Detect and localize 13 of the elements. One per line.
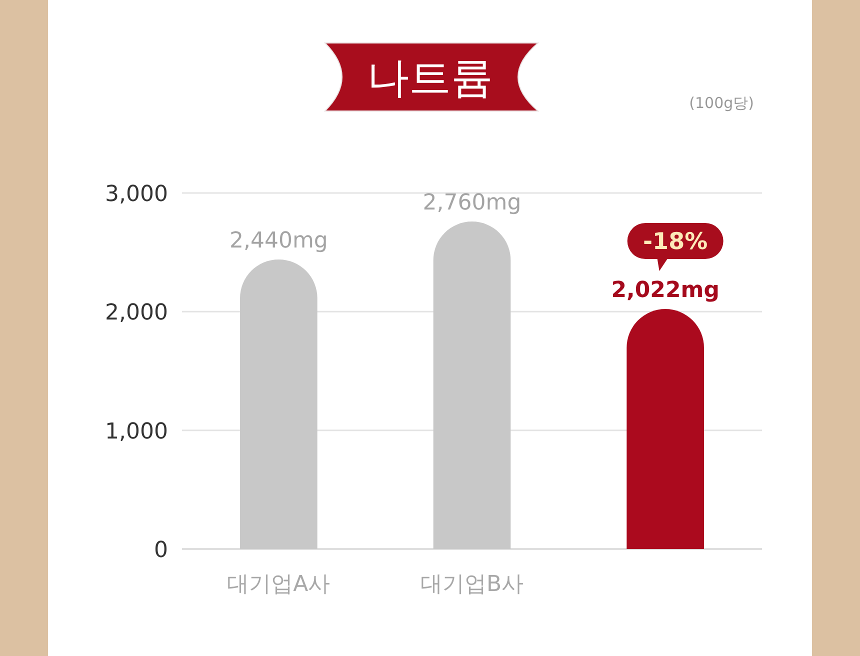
annotation: -18% (643, 229, 708, 256)
chart-title: 나트륨 (367, 53, 493, 102)
x-tick-label: 대기업A사 (227, 572, 330, 597)
y-tick-label: 1,000 (105, 419, 168, 444)
bar (626, 309, 704, 549)
y-tick-label: 0 (154, 538, 168, 563)
y-tick-label: 3,000 (105, 182, 168, 207)
data-label: 2,760mg (422, 190, 522, 216)
x-tick-label: 대기업B사 (420, 572, 524, 597)
y-tick-label: 2,000 (105, 300, 168, 326)
text: (100g당) (689, 94, 754, 112)
data-label: 2,022mg (611, 278, 720, 304)
data-label: 2,440mg (229, 228, 328, 254)
